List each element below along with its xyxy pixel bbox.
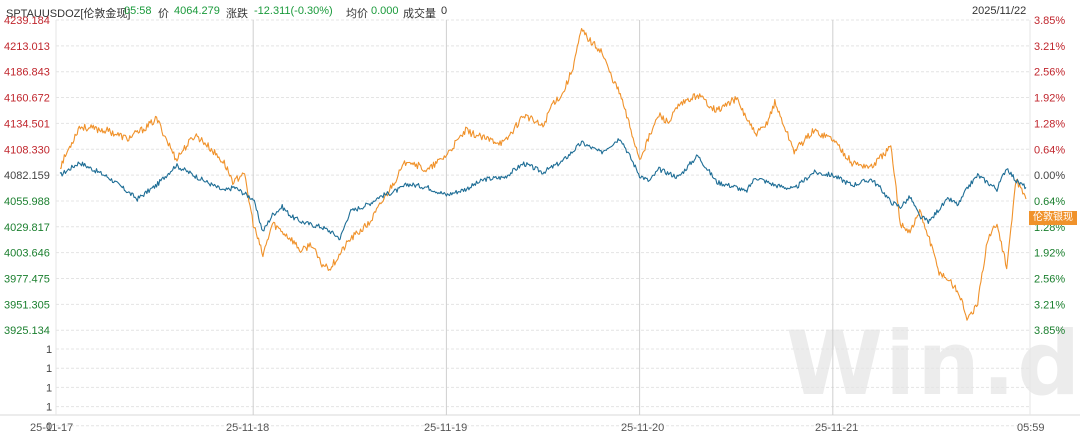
volume-label: 成交量 xyxy=(403,8,436,20)
price-label: 价 xyxy=(158,8,169,20)
left-axis: 4239.184 4213.013 4186.843 4160.672 4134.501… xyxy=(4,15,50,337)
right-tick-label: 3.21% xyxy=(1034,41,1065,53)
right-tick-label: 3.85% xyxy=(1034,15,1065,27)
volume-tick-label: 1 xyxy=(46,382,52,394)
watermark-logo: Win.d xyxy=(786,312,1080,415)
price-value: 4064.279 xyxy=(174,5,220,17)
left-tick-label: 4003.646 xyxy=(4,248,50,260)
left-tick-label: 4239.184 xyxy=(4,15,50,27)
right-tick-label: 2.56% xyxy=(1034,274,1065,286)
avg-value: 0.000 xyxy=(371,5,399,17)
left-tick-label: 4108.330 xyxy=(4,144,50,156)
series-lines xyxy=(59,27,1027,321)
change-value: -12.311(-0.30%) xyxy=(254,5,333,17)
left-tick-label: 4082.159 xyxy=(4,170,50,182)
day-separators xyxy=(252,20,834,415)
change-label: 涨跌 xyxy=(226,8,248,20)
x-tick-label: 25-11-18 xyxy=(226,422,269,434)
volume-value: 0 xyxy=(441,5,448,17)
right-axis: 3.85% 3.21% 2.56% 1.92% 1.28% 0.64% 0.00% 0.64%… xyxy=(1034,15,1065,337)
x-tick-label: 25-11-21 xyxy=(815,422,858,434)
left-tick-label: 3977.475 xyxy=(4,274,50,286)
avg-label: 均价 xyxy=(346,8,368,20)
left-tick-label: 4213.013 xyxy=(4,41,50,53)
grid-lines xyxy=(0,19,1080,427)
volume-tick-label: 1 xyxy=(46,363,52,375)
left-tick-label: 4134.501 xyxy=(4,118,50,130)
volume-tick-label: 1 xyxy=(46,344,52,356)
left-tick-label: 3925.134 xyxy=(4,325,50,337)
left-tick-label: 3951.305 xyxy=(4,299,50,311)
x-tick-label: 25-11-20 xyxy=(621,422,664,434)
x-tick-label: 05:59 xyxy=(1017,422,1045,434)
x-tick-label: 25-11-19 xyxy=(424,422,467,434)
left-tick-label: 4055.988 xyxy=(4,196,50,208)
volume-tick-label: 1 xyxy=(46,402,52,414)
chart-header: SPTAUUSDOZ[伦敦金现] 05:58 价 4064.279 涨跌 -12… xyxy=(0,0,1080,22)
left-tick-label: 4160.672 xyxy=(4,93,50,105)
right-tick-label: 3.85% xyxy=(1034,325,1065,337)
left-tick-label: 4186.843 xyxy=(4,67,50,79)
right-tick-label: 1.28% xyxy=(1034,118,1065,130)
right-tick-label: 0.00% xyxy=(1034,170,1065,182)
right-tick-label: 1.92% xyxy=(1034,93,1065,105)
x-tick-label: 25-11-17 xyxy=(30,422,73,434)
right-tick-label: 0.64% xyxy=(1034,144,1065,156)
right-tick-label: 2.56% xyxy=(1034,67,1065,79)
series-line-0 xyxy=(59,138,1027,241)
series-line-1 xyxy=(60,27,1027,321)
right-tick-label: 0.64% xyxy=(1034,196,1065,208)
date-label: 2025/11/22 xyxy=(972,5,1027,17)
time-value: 05:58 xyxy=(124,5,152,17)
right-tick-label: 1.92% xyxy=(1034,248,1065,260)
x-axis: 25-11-17 25-11-18 25-11-19 25-11-20 25-11-21… xyxy=(30,422,1045,434)
symbol-label[interactable]: SPTAUUSDOZ[伦敦金现] xyxy=(6,8,131,20)
volume-tick-label: 0 xyxy=(46,421,52,433)
volume-axis: 1 1 1 1 0 xyxy=(46,344,52,433)
right-tick-label: 3.21% xyxy=(1034,299,1065,311)
silver-series-tag: 伦敦银现 xyxy=(1029,211,1077,225)
left-tick-label: 4029.817 xyxy=(4,222,50,234)
